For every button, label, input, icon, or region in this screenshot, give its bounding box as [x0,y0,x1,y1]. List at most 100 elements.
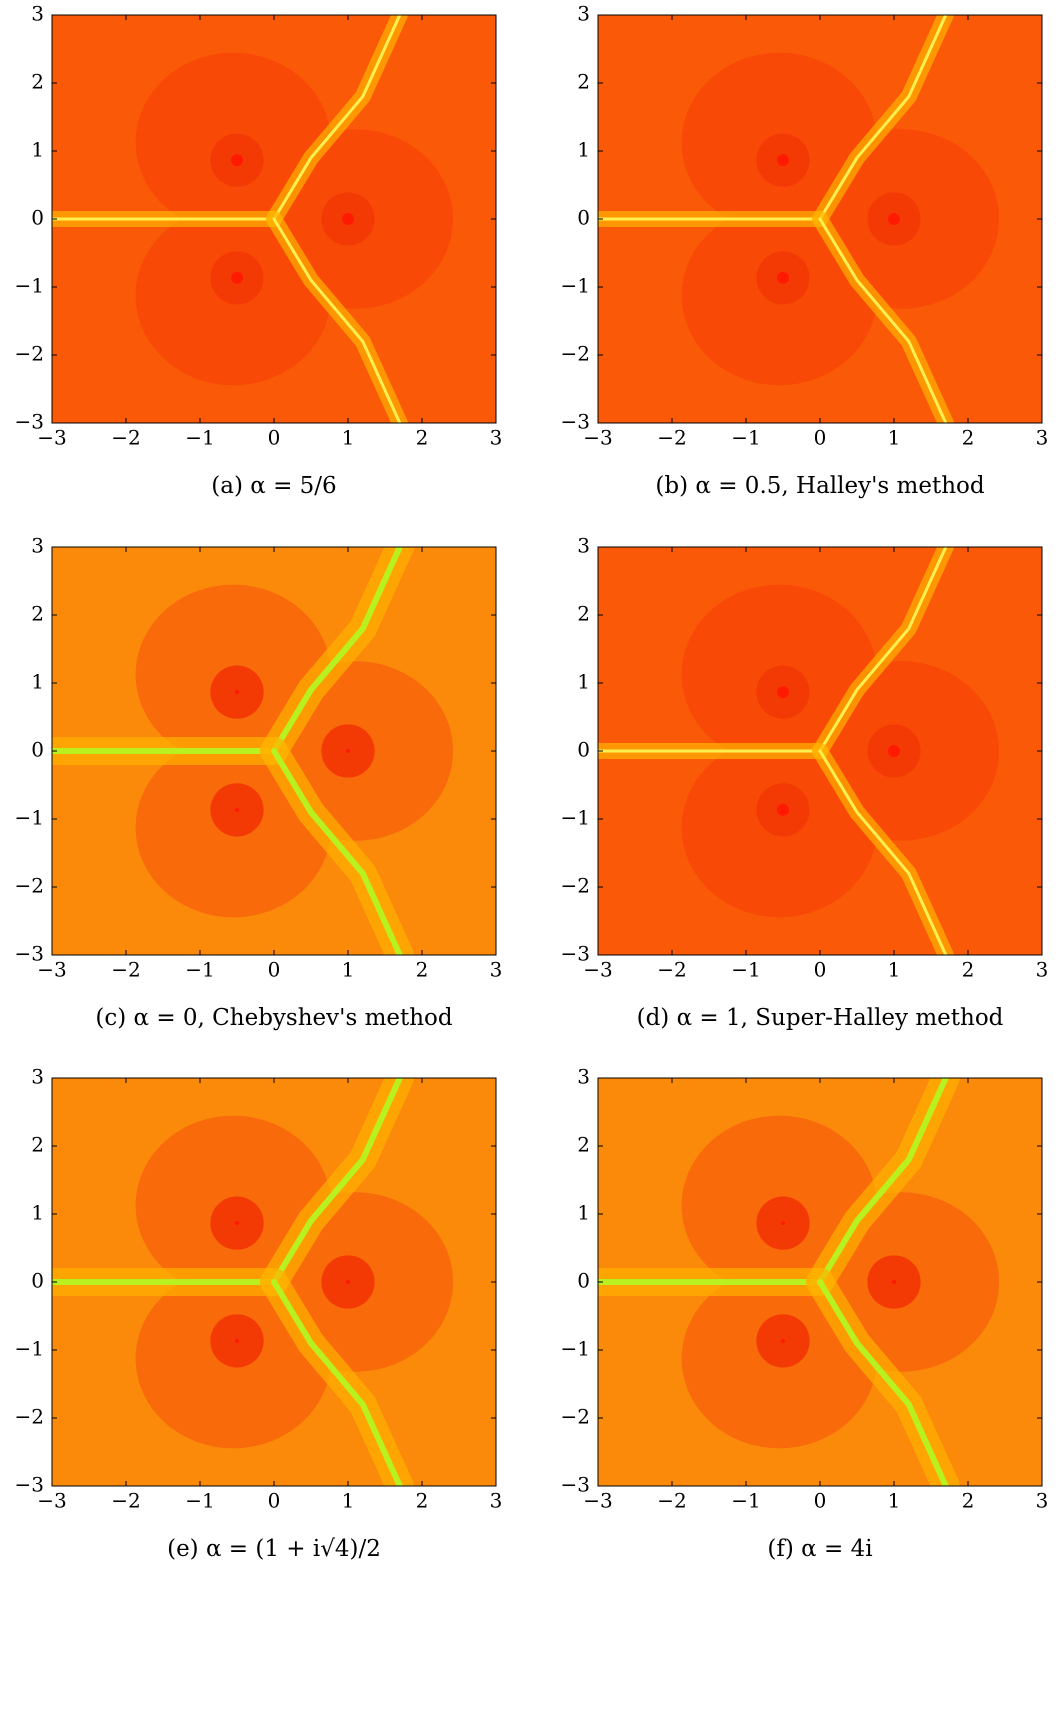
y-tick-label: 0 [31,738,44,762]
y-tick-label: 3 [31,534,44,558]
y-tick-label: −3 [15,942,44,966]
boundary [818,15,948,221]
caption: (f) α = 4i [767,1536,872,1562]
y-tick-label: −1 [15,1337,44,1361]
caption: (a) α = 5/6 [211,473,336,499]
x-tick-label: 0 [268,426,281,450]
y-tick-label: 3 [577,534,590,558]
x-tick-label: 2 [416,426,429,450]
y-tick-label: 0 [577,1269,590,1293]
y-tick-label: 1 [31,138,44,162]
x-tick-label: −3 [37,1489,66,1513]
fractal-image [52,15,496,423]
boundary [271,748,403,955]
caption: (c) α = 0, Chebyshev's method [95,1005,453,1031]
fractal-image [598,15,1042,423]
x-tick-label: 1 [342,426,355,450]
boundary [817,1078,949,1285]
panel: −3 −2 −1 0 1 2 3 −3 −2 −1 0 1 2 3 (b) α = 0.5, Halley'… [561,2,1049,500]
root [231,154,243,167]
y-tick-label: 2 [577,70,590,94]
x-tick-label: 0 [814,1489,827,1513]
caption: (b) α = 0.5, Halley's method [655,473,984,499]
root [235,807,239,812]
boundary [271,1078,403,1285]
x-tick-label: −3 [583,958,612,982]
y-tick-label: 3 [31,2,44,26]
panel: −3 −2 −1 0 1 2 3 −3 −2 −1 0 1 2 3 (e) α = (1 + i√4)/2 [15,1065,503,1563]
x-tick-label: 1 [888,958,901,982]
y-tick-label: −2 [561,1405,590,1429]
root [781,1338,785,1343]
y-tick-label: 2 [31,1133,44,1157]
y-tick-label: 3 [31,1065,44,1089]
x-tick-label: 3 [1036,958,1049,982]
y-tick-label: −3 [561,410,590,434]
x-tick-label: −2 [657,426,686,450]
y-tick-label: −1 [561,274,590,298]
x-tick-label: −2 [111,1489,140,1513]
x-tick-label: −2 [657,1489,686,1513]
x-tick-label: 0 [268,1489,281,1513]
caption: (d) α = 1, Super-Halley method [637,1005,1004,1031]
y-tick-label: −2 [561,342,590,366]
x-tick-label: −2 [111,958,140,982]
y-tick-label: 2 [577,602,590,626]
root [235,1221,239,1226]
x-tick-label: 3 [490,1489,503,1513]
fractal-image [598,1078,1042,1486]
root [892,1280,896,1284]
root [777,154,789,167]
y-tick-label: −2 [15,342,44,366]
x-tick-label: −2 [657,958,686,982]
x-tick-label: −1 [731,1489,760,1513]
y-tick-label: −2 [15,1405,44,1429]
root [342,213,354,225]
root [888,213,900,225]
boundary [818,749,948,955]
root [346,1280,350,1284]
panel: −3 −2 −1 0 1 2 3 −3 −2 −1 0 1 2 3 (a) α = 5/6 [15,2,503,500]
boundary [272,15,402,221]
root [777,271,789,284]
y-tick-label: −1 [561,806,590,830]
y-tick-label: 0 [31,1269,44,1293]
x-tick-label: 0 [268,958,281,982]
x-tick-label: −3 [37,958,66,982]
root [231,271,243,284]
x-tick-label: −1 [185,1489,214,1513]
boundary [818,547,948,753]
boundary [272,217,402,423]
y-tick-label: 3 [577,1065,590,1089]
x-tick-label: 2 [416,1489,429,1513]
y-tick-label: 2 [31,602,44,626]
x-tick-label: 3 [490,426,503,450]
x-tick-label: 1 [342,1489,355,1513]
y-tick-label: −2 [561,874,590,898]
x-tick-label: 2 [962,1489,975,1513]
panel: −3 −2 −1 0 1 2 3 −3 −2 −1 0 1 2 3 (d) α = 1, Super-Hal… [561,534,1049,1032]
x-tick-label: 1 [888,426,901,450]
fractal-image [52,1078,496,1486]
y-tick-label: 0 [577,206,590,230]
y-tick-label: 1 [577,1201,590,1225]
y-tick-label: 1 [31,1201,44,1225]
root [235,1338,239,1343]
x-tick-label: −2 [111,426,140,450]
root [781,1221,785,1226]
y-tick-label: −1 [15,806,44,830]
panel: −3 −2 −1 0 1 2 3 −3 −2 −1 0 1 2 3 (f) α = 4i [561,1065,1049,1563]
y-tick-label: 2 [577,1133,590,1157]
fractal-image [598,547,1042,955]
x-tick-label: −1 [185,958,214,982]
fractal-image [52,547,496,955]
root [346,749,350,753]
y-tick-label: −3 [561,1473,590,1497]
y-tick-label: 1 [577,670,590,694]
x-tick-label: −3 [583,426,612,450]
y-tick-label: −3 [15,410,44,434]
x-tick-label: 2 [416,958,429,982]
panel: −3 −2 −1 0 1 2 3 −3 −2 −1 0 1 2 3 (c) α = 0, Chebyshev… [15,534,503,1032]
y-tick-label: −1 [561,1337,590,1361]
caption: (e) α = (1 + i√4)/2 [167,1536,381,1562]
